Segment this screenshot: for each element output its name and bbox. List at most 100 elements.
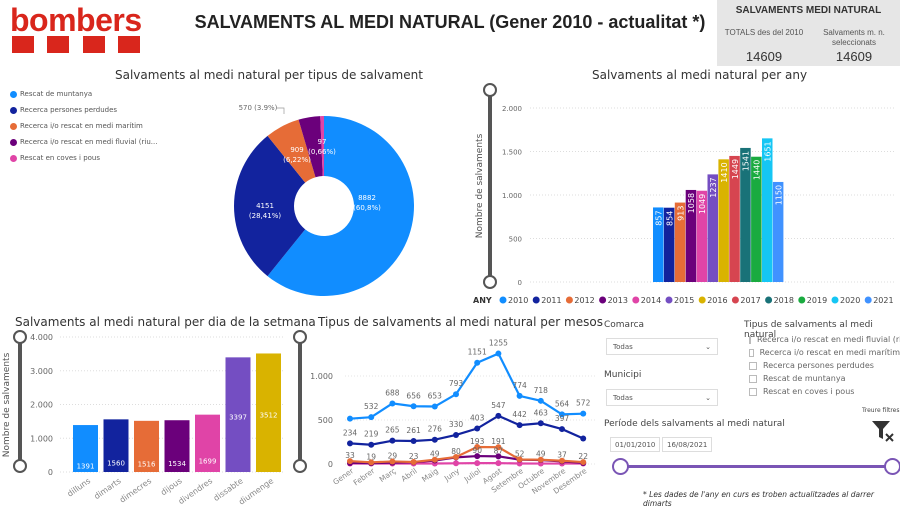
chevron-down-icon: ⌄ (705, 394, 711, 401)
line-point[interactable] (368, 442, 374, 448)
tipus-checkbox[interactable]: Rescat de muntanya (749, 374, 900, 383)
line-data-label: 33 (345, 451, 355, 460)
year-bar-label: 1449 (731, 159, 740, 179)
line-point[interactable] (368, 414, 374, 420)
legend-dot-icon (832, 297, 839, 304)
tipus-checkbox[interactable]: Recerca i/o rescat en medi fluvial (riu.… (749, 335, 900, 344)
comarca-dropdown[interactable]: Todas⌄ (606, 338, 718, 355)
year-slider-handle[interactable] (484, 276, 496, 288)
donut-data-label-pct: (0,66%) (308, 148, 336, 156)
checkbox-icon[interactable] (749, 336, 751, 344)
line-point[interactable] (495, 413, 501, 419)
line-point[interactable] (517, 422, 523, 428)
legend-dot-icon (765, 297, 772, 304)
line-data-label: 49 (536, 450, 546, 459)
periode-label: Període dels salvaments al medi natural (604, 419, 785, 429)
line-data-label: 442 (512, 410, 527, 419)
line-point[interactable] (453, 391, 459, 397)
line-point[interactable] (580, 411, 586, 417)
line-point[interactable] (474, 360, 480, 366)
comarca-value: Todas (613, 343, 633, 350)
line-point[interactable] (474, 426, 480, 432)
year-slider-handle[interactable] (484, 84, 496, 96)
x-tick-label: Febrer (352, 466, 377, 488)
line-point[interactable] (347, 416, 353, 422)
tipus-option-label: Recerca i/o rescat en medi fluvial (riu.… (757, 335, 900, 344)
line-point[interactable] (559, 426, 565, 432)
year-bar-label: 1440 (753, 160, 762, 180)
weekday-slider-left-handle[interactable] (14, 460, 26, 472)
slider-start-handle[interactable] (612, 458, 629, 475)
tipus-option-label: Recerca i/o rescat en medi marítim (760, 348, 900, 357)
x-tick-label: Abril (400, 466, 419, 483)
line-data-label: 276 (428, 425, 443, 434)
checkbox-icon[interactable] (749, 349, 754, 357)
legend-dot-icon (865, 297, 872, 304)
line-point[interactable] (453, 432, 459, 438)
date-from-input[interactable]: 01/01/2010 (610, 437, 660, 452)
tipus-checkbox[interactable]: Recerca i/o rescat en medi marítim (749, 348, 900, 357)
donut-data-label-pct: (28,41%) (249, 212, 281, 220)
line-point[interactable] (389, 400, 395, 406)
line-data-label: 87 (494, 446, 504, 455)
y-axis-label: Nombre de salvaments (2, 352, 12, 457)
line-data-label: 1255 (489, 339, 508, 348)
municipi-dropdown[interactable]: Todas⌄ (606, 389, 718, 406)
slider-end-handle[interactable] (884, 458, 900, 475)
legend-label: 2014 (641, 296, 661, 305)
donut-data-label: 97 (318, 138, 327, 146)
weekday-bar-label: 1534 (168, 460, 186, 468)
donut-data-label-pct: (60,8%) (353, 204, 381, 212)
line-point[interactable] (538, 398, 544, 404)
line-data-label: 90 (472, 446, 482, 455)
checkbox-icon[interactable] (749, 388, 757, 396)
tipus-checkbox[interactable]: Recerca persones perdudes (749, 361, 900, 370)
weekday-slider-left-handle[interactable] (14, 331, 26, 343)
date-range-slider[interactable] (620, 465, 892, 468)
checkbox-icon[interactable] (749, 375, 757, 383)
line-point[interactable] (517, 393, 523, 399)
weekday-bar-label: 1516 (138, 460, 156, 468)
line-data-label: 532 (364, 402, 379, 411)
clear-filters-icon[interactable] (870, 418, 896, 444)
line-data-label: 265 (385, 426, 400, 435)
checkbox-icon[interactable] (749, 362, 757, 370)
line-point[interactable] (432, 404, 438, 410)
legend-title: ANY (473, 296, 492, 305)
legend-label: 2021 (873, 296, 893, 305)
line-point[interactable] (495, 460, 501, 466)
donut-data-label-pct: (6,22%) (283, 156, 311, 164)
line-data-label: 19 (366, 452, 376, 461)
line-data-label: 1151 (468, 348, 487, 357)
line-point[interactable] (580, 435, 586, 441)
line-point[interactable] (495, 351, 501, 357)
line-point[interactable] (474, 460, 480, 466)
weekday-slider-right-handle[interactable] (294, 331, 306, 343)
legend-label: 2015 (674, 296, 694, 305)
line-data-label: 234 (343, 428, 358, 437)
line-data-label: 219 (364, 430, 379, 439)
y-tick-label: 1.500 (502, 149, 522, 157)
legend-dot-icon (699, 297, 706, 304)
x-tick-label: diumenge (237, 476, 275, 506)
line-data-label: 463 (534, 408, 549, 417)
line-point[interactable] (432, 437, 438, 443)
comarca-label: Comarca (604, 320, 644, 330)
legend-dot-icon (533, 297, 540, 304)
line-point[interactable] (347, 440, 353, 446)
year-bar-label: 1541 (742, 151, 751, 171)
line-data-label: 656 (406, 391, 421, 400)
line-point[interactable] (538, 420, 544, 426)
year-chart-title: Salvaments al medi natural per any (592, 68, 807, 82)
line-data-label: 37 (557, 451, 567, 460)
line-point[interactable] (453, 460, 459, 466)
line-point[interactable] (389, 438, 395, 444)
tipus-checkbox[interactable]: Rescat en coves i pous (749, 387, 900, 396)
legend-label: 2019 (807, 296, 827, 305)
weekday-slider-right-handle[interactable] (294, 460, 306, 472)
line-data-label: 261 (406, 426, 421, 435)
weekday-bar-label: 3512 (260, 412, 278, 420)
line-point[interactable] (411, 403, 417, 409)
date-to-input[interactable]: 16/08/2021 (662, 437, 712, 452)
line-point[interactable] (411, 438, 417, 444)
